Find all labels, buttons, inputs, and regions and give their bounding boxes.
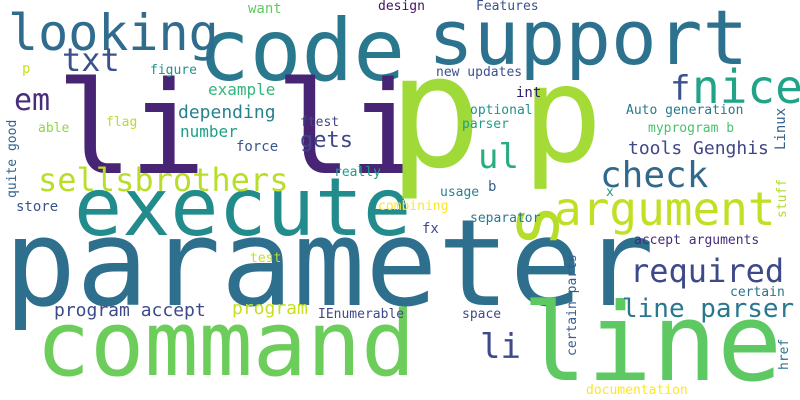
word-parser: parser: [462, 117, 509, 132]
word-tools-genghis: tools Genghis: [628, 138, 769, 159]
word-want: want: [248, 1, 282, 17]
word-command: command: [36, 292, 416, 397]
word-accept-arguments: accept arguments: [634, 233, 760, 248]
word-sellsbrothers: sellsbrothers: [38, 161, 289, 199]
word-code: code: [198, 1, 406, 101]
word-stuff: stuff: [775, 178, 790, 218]
word-p-1: p: [388, 21, 482, 203]
word-depending: depending: [178, 102, 276, 123]
word-new-updates: new updates: [436, 65, 523, 80]
word-number: number: [180, 122, 238, 141]
word-features: Features: [476, 0, 539, 14]
word-argument: argument: [554, 182, 776, 236]
word-fx: fx: [422, 221, 439, 237]
word-store: store: [16, 199, 59, 215]
word-combining: combining: [378, 199, 449, 214]
word-flag: flag: [106, 115, 138, 130]
word-line-big: line: [522, 281, 783, 400]
word-support: support: [428, 0, 749, 82]
word-ul: ul: [478, 137, 519, 177]
word-em: em: [14, 83, 51, 118]
word-force: force: [236, 139, 279, 155]
word-design: design: [378, 0, 425, 14]
word-line-parser: line parser: [622, 294, 795, 324]
word-ienumerable: IEnumerable: [318, 307, 405, 322]
word-optional: optional: [470, 103, 533, 118]
word-p-2: p: [522, 37, 603, 193]
word-parameter: parameter: [4, 195, 655, 334]
word-certain-parts: certain parts: [565, 254, 580, 356]
word-myprogram: myprogram b: [648, 121, 735, 136]
word-quite-good: quite good: [5, 119, 20, 198]
word-test: test: [250, 251, 282, 266]
word-href: href: [777, 338, 792, 370]
word-really: really: [334, 165, 381, 180]
word-figure: figure: [150, 63, 197, 78]
word-space: space: [462, 307, 502, 322]
word-certain: certain: [730, 285, 785, 300]
word-looking: looking: [8, 4, 219, 62]
word-b: b: [488, 179, 497, 195]
word-check: check: [600, 155, 709, 196]
word-f: f: [670, 69, 691, 109]
word-usage: usage: [440, 185, 480, 200]
word-int: int: [516, 85, 542, 101]
word-gets: gets: [300, 128, 353, 153]
word-p-small: p: [22, 61, 31, 77]
word-program: program: [232, 298, 308, 319]
word-required: required: [630, 252, 785, 290]
word-li-small: li: [480, 327, 521, 367]
word-li-big: li li: [56, 55, 425, 204]
word-txt: txt: [62, 41, 120, 79]
word-example: example: [208, 80, 276, 99]
word-able: able: [38, 121, 70, 136]
word-auto-generation: Auto generation: [626, 103, 744, 118]
word-program-accept: program accept: [54, 300, 206, 321]
word-ftest: ftest: [300, 115, 340, 130]
word-x: x: [606, 185, 614, 200]
word-separator: separator: [470, 211, 541, 226]
word-nice: nice: [692, 60, 800, 114]
word-documentation: documentation: [586, 383, 688, 398]
word-execute: execute: [74, 161, 412, 254]
word-linux: Linux: [773, 107, 789, 150]
